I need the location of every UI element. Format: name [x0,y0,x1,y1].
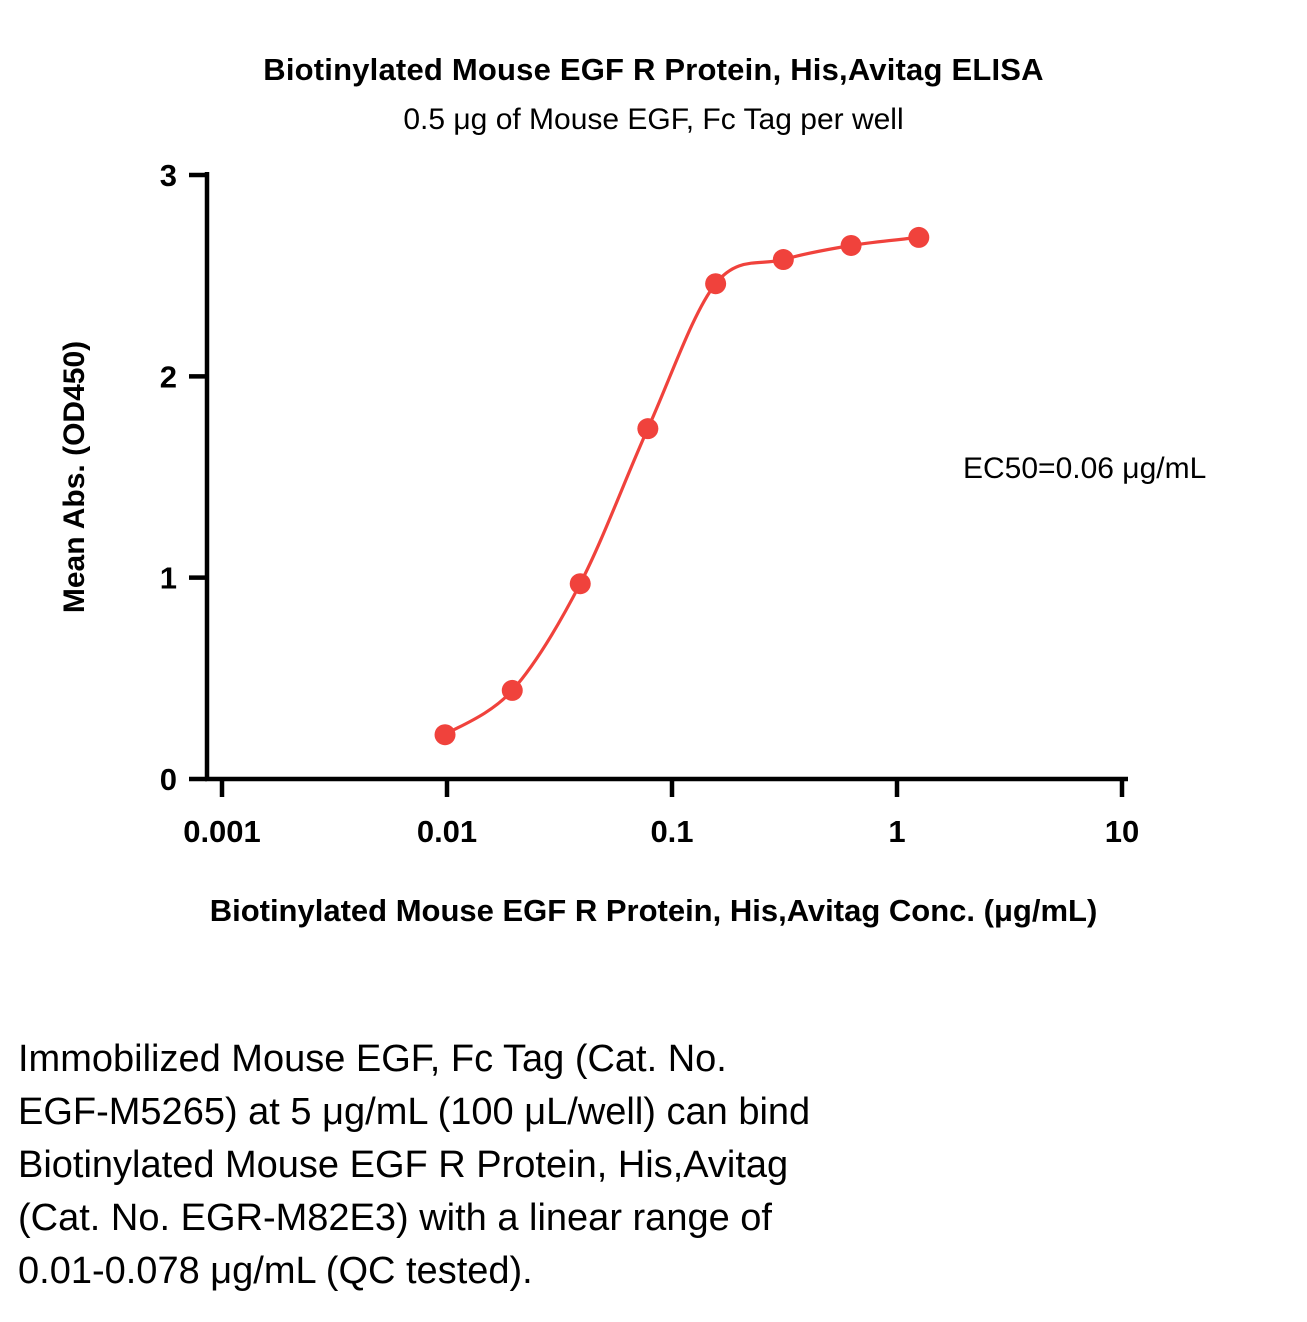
chart-title: Biotinylated Mouse EGF R Protein, His,Av… [263,52,1044,87]
caption-line: 0.01-0.078 μg/mL (QC tested). [18,1250,533,1292]
svg-text:0.001: 0.001 [183,814,261,849]
svg-text:0: 0 [160,762,177,797]
caption-line: Biotinylated Mouse EGF R Protein, His,Av… [18,1144,789,1186]
svg-text:1: 1 [160,561,177,596]
chart-subtitle: 0.5 μg of Mouse EGF, Fc Tag per well [403,103,904,136]
caption-line: (Cat. No. EGR-M82E3) with a linear range… [18,1197,772,1239]
elisa-chart: 0 1 2 3 0.001 0.01 0.1 1 10 [160,158,1139,849]
caption-line: EGF-M5265) at 5 μg/mL (100 μL/well) can … [18,1091,811,1133]
svg-text:0.01: 0.01 [417,814,477,849]
svg-text:3: 3 [160,158,177,193]
caption: Immobilized Mouse EGF, Fc Tag (Cat. No. … [18,1033,1098,1298]
svg-text:10: 10 [1105,814,1139,849]
x-axis-label: Biotinylated Mouse EGF R Protein, His,Av… [209,893,1098,928]
svg-text:1: 1 [888,814,905,849]
svg-text:2: 2 [160,359,177,394]
caption-line: Immobilized Mouse EGF, Fc Tag (Cat. No. [18,1038,727,1080]
svg-text:0.1: 0.1 [650,814,693,849]
ec50-annotation: EC50=0.06 μg/mL [963,452,1207,485]
